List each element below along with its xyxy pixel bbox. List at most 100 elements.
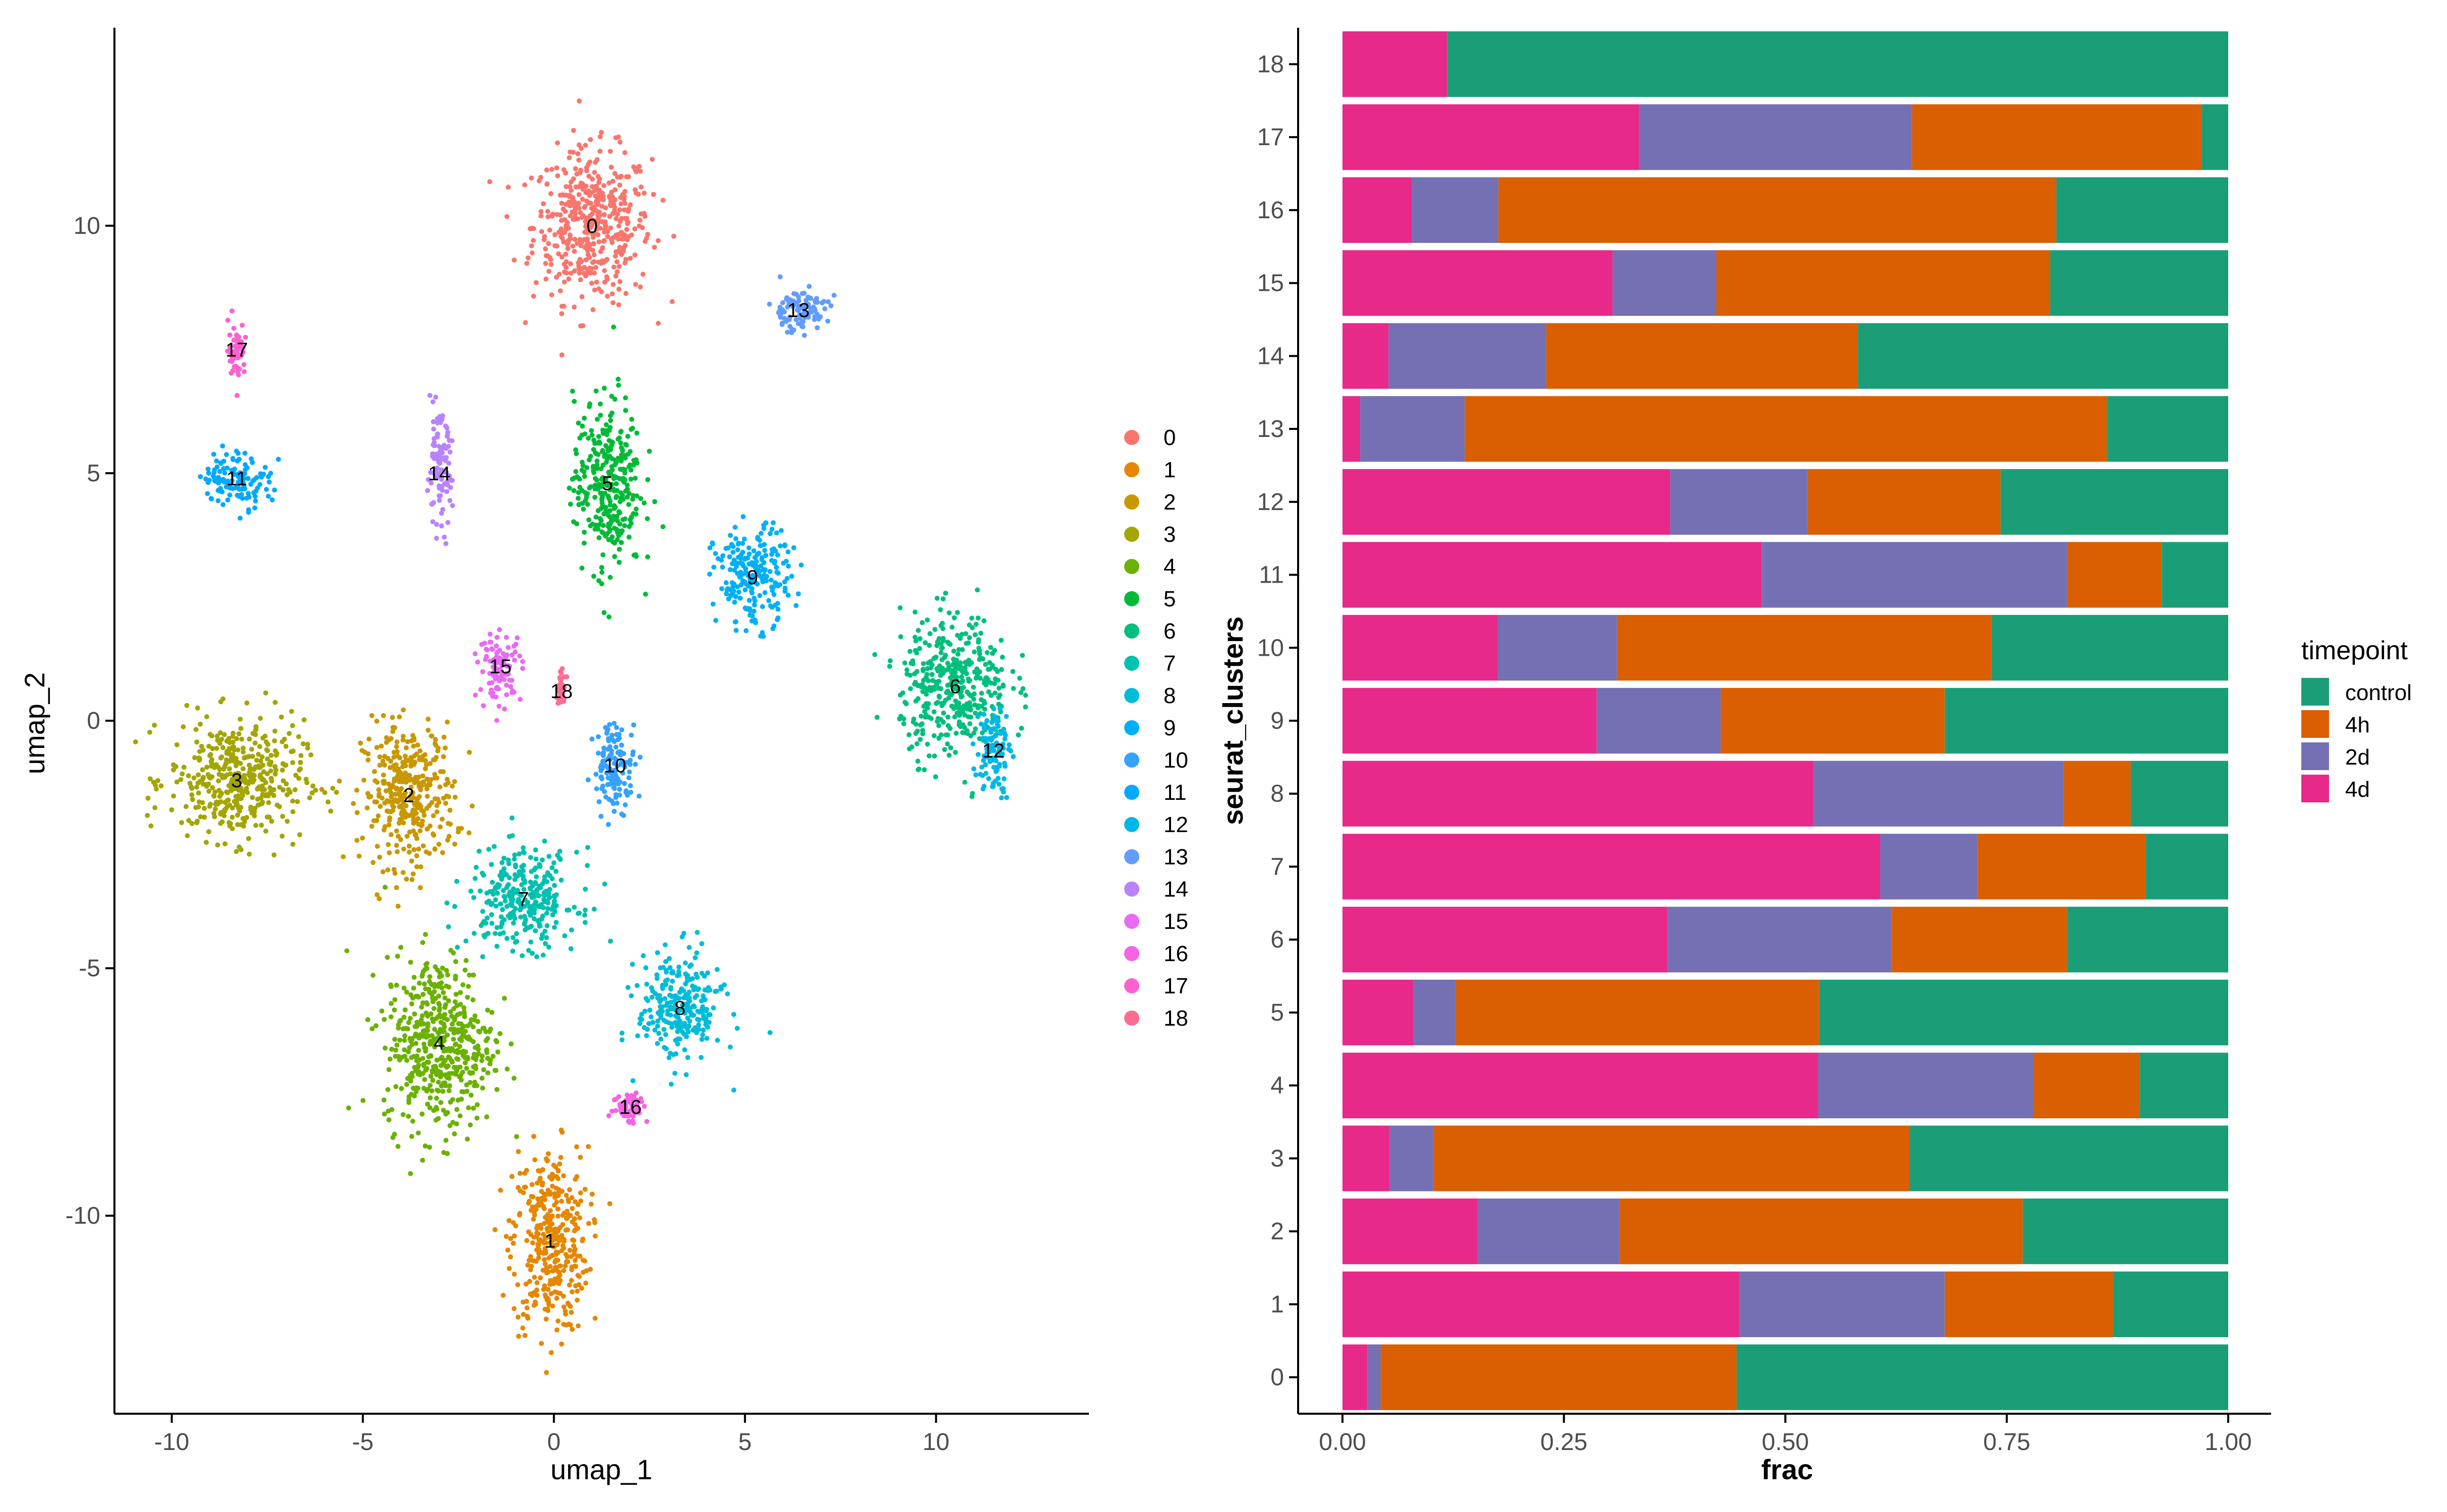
umap-point — [474, 1083, 479, 1088]
umap-point — [235, 760, 240, 765]
umap-point — [508, 1236, 513, 1241]
umap-point — [930, 678, 936, 683]
umap-point — [557, 1264, 562, 1269]
legend-label-cluster-17: 17 — [1164, 974, 1188, 998]
umap-point — [486, 680, 492, 686]
umap-point — [582, 431, 588, 436]
umap-point — [699, 971, 705, 976]
umap-point — [269, 752, 274, 758]
umap-point — [631, 1094, 637, 1099]
umap-point — [941, 710, 946, 716]
umap-point — [204, 714, 210, 720]
umap-point — [713, 618, 718, 623]
umap-point — [601, 238, 607, 243]
umap-point — [573, 166, 578, 171]
umap-point — [446, 821, 451, 826]
umap-point — [959, 632, 965, 637]
umap-point — [203, 476, 209, 482]
umap-point — [1002, 736, 1008, 742]
umap-point — [940, 719, 946, 724]
umap-point — [409, 1001, 414, 1006]
umap-point — [178, 777, 183, 782]
umap-point — [420, 773, 425, 779]
umap-point — [413, 832, 418, 837]
umap-point — [999, 638, 1004, 643]
umap-point — [452, 904, 457, 909]
cluster-16-points — [606, 1090, 649, 1126]
umap-point — [606, 614, 611, 619]
umap-point — [458, 990, 463, 995]
umap-point — [446, 1054, 451, 1060]
umap-point — [491, 664, 496, 670]
umap-point — [999, 795, 1004, 801]
bar-y-tick-label: 2 — [1270, 1218, 1284, 1245]
umap-point — [265, 741, 271, 747]
umap-point — [400, 870, 406, 875]
umap-point — [436, 1116, 441, 1121]
umap-point — [574, 1211, 580, 1216]
umap-point — [1000, 654, 1005, 660]
umap-point — [750, 562, 756, 568]
umap-point — [508, 911, 513, 916]
umap-point — [652, 499, 657, 505]
umap-point — [935, 719, 940, 724]
umap-point — [614, 732, 620, 737]
umap-point — [898, 634, 903, 640]
umap-point — [443, 1138, 449, 1143]
umap-point — [971, 766, 976, 772]
umap-point — [601, 610, 607, 615]
umap-point — [564, 674, 570, 679]
umap-point — [901, 721, 906, 727]
umap-point — [774, 564, 779, 570]
umap-point — [446, 998, 451, 1003]
legend-key-cluster-12 — [1124, 817, 1139, 832]
umap-point — [625, 486, 630, 492]
bar-y-tick-label: 11 — [1259, 562, 1284, 589]
umap-point — [617, 521, 623, 527]
umap-point — [664, 1002, 669, 1008]
umap-point — [620, 236, 625, 242]
umap-point — [982, 784, 987, 789]
umap-point — [375, 844, 380, 849]
umap-point — [431, 500, 437, 506]
umap-point — [623, 291, 629, 296]
umap-point — [723, 546, 729, 551]
umap-point — [271, 793, 276, 798]
umap-point — [489, 912, 495, 917]
umap-point — [582, 415, 587, 421]
umap-point — [539, 1189, 544, 1194]
umap-point — [383, 788, 389, 794]
umap-point — [445, 429, 451, 435]
umap-point — [572, 1199, 578, 1205]
umap-point — [433, 741, 438, 746]
umap-point — [252, 805, 258, 811]
umap-point — [195, 818, 200, 824]
umap-point — [771, 623, 777, 628]
umap-point — [605, 775, 611, 781]
umap-point — [975, 640, 981, 645]
umap-point — [229, 814, 235, 820]
umap-point — [209, 774, 215, 780]
umap-point — [480, 669, 485, 674]
umap-point — [654, 976, 660, 981]
umap-point — [493, 1067, 499, 1073]
umap-point — [707, 545, 713, 550]
umap-point — [607, 149, 613, 154]
umap-point — [522, 920, 528, 925]
umap-point — [284, 818, 290, 824]
bar-segment-4d-cluster-2 — [1342, 1199, 1478, 1265]
umap-point — [995, 669, 1000, 674]
umap-point — [741, 514, 746, 520]
bar-y-tick-label: 7 — [1270, 853, 1284, 880]
umap-point — [422, 1077, 427, 1082]
umap-point — [636, 1106, 642, 1112]
umap-point — [995, 776, 1001, 781]
umap-point — [381, 1097, 387, 1103]
umap-point — [614, 232, 619, 238]
umap-point — [557, 849, 563, 854]
umap-point — [926, 714, 932, 720]
umap-point — [380, 795, 385, 801]
umap-point — [588, 484, 593, 489]
umap-point — [242, 462, 248, 467]
umap-point — [192, 755, 198, 761]
